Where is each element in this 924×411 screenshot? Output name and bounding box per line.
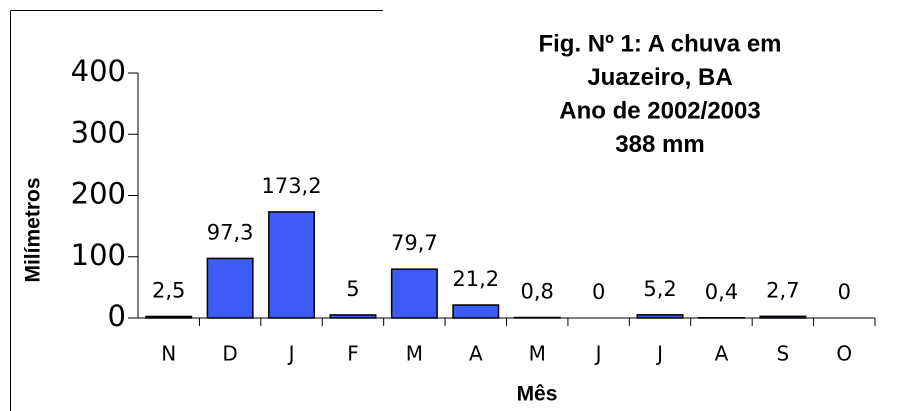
x-tick-label: F xyxy=(347,342,359,366)
value-label: 2,5 xyxy=(152,278,185,302)
value-label: 0,8 xyxy=(521,280,554,304)
y-axis-label: Milímetros xyxy=(22,177,45,282)
bar xyxy=(452,304,500,319)
x-tick-label: J xyxy=(287,342,295,366)
y-tick-label: 300 xyxy=(71,115,126,149)
y-tick-label: 400 xyxy=(71,54,126,88)
value-label: 0 xyxy=(838,280,851,304)
value-label: 5 xyxy=(346,277,359,301)
x-tick-label: A xyxy=(715,342,729,366)
y-tick-label: 200 xyxy=(71,177,126,211)
x-tick-label: S xyxy=(777,342,790,366)
value-label: 0 xyxy=(592,280,605,304)
value-label: 2,7 xyxy=(766,278,799,302)
value-label: 173,2 xyxy=(261,174,321,198)
value-label: 0,4 xyxy=(705,280,738,304)
bar xyxy=(636,314,684,319)
x-tick-label: M xyxy=(529,342,546,366)
x-tick-label: J xyxy=(594,342,602,366)
x-tick-label: O xyxy=(836,342,852,366)
chart-title: Ano de 2002/2003 xyxy=(559,97,760,124)
chart-title: 388 mm xyxy=(615,131,704,158)
bar xyxy=(268,211,316,319)
value-label: 79,7 xyxy=(391,231,438,255)
x-tick-label: D xyxy=(222,342,237,366)
x-axis-label: Mês xyxy=(517,383,558,406)
x-tick-label: M xyxy=(406,342,423,366)
bar xyxy=(145,315,193,319)
x-tick-label: J xyxy=(655,342,663,366)
value-label: 5,2 xyxy=(643,277,676,301)
x-tick-label: N xyxy=(161,342,176,366)
chart-title: Fig. Nº 1: A chuva em xyxy=(538,30,781,57)
chart-title: Juazeiro, BA xyxy=(587,64,732,91)
bar xyxy=(759,315,807,319)
bar xyxy=(329,314,377,319)
x-tick-label: A xyxy=(469,342,483,366)
bar xyxy=(206,257,254,319)
bar xyxy=(390,268,438,319)
value-label: 21,2 xyxy=(452,267,499,291)
y-tick-label: 0 xyxy=(108,299,126,333)
value-label: 97,3 xyxy=(207,220,254,244)
y-tick-label: 100 xyxy=(71,238,126,272)
